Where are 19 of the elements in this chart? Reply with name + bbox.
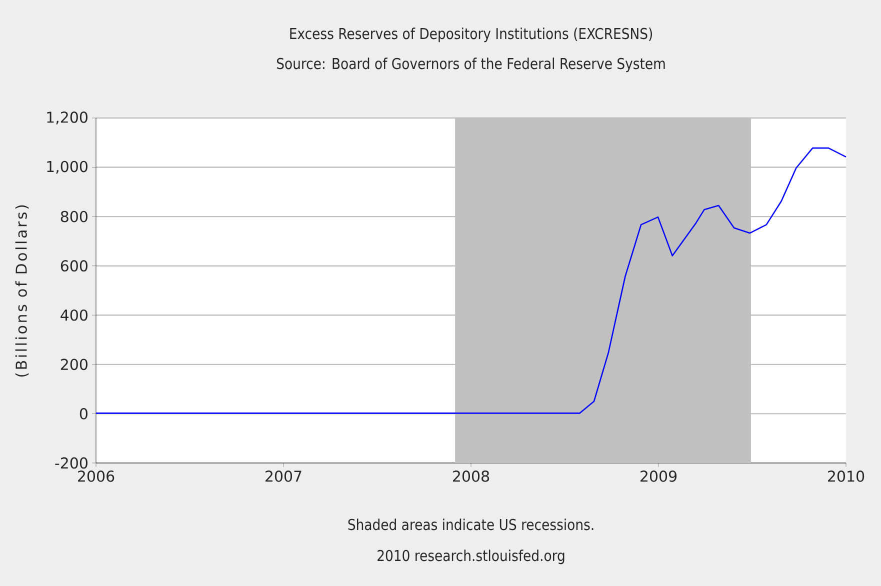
chart-title: Excess Reserves of Depository Institutions (EXCRESNS)	[290, 28, 652, 42]
x-tick-label: 2008	[453, 470, 490, 482]
line-series	[95, 147, 847, 414]
y-tick-label: 400	[60, 309, 88, 321]
text: Shaded areas indicate US recessions.	[348, 518, 594, 530]
x-tick-label: 2009	[640, 470, 677, 482]
x-tick-label: 2007	[266, 470, 302, 482]
chart-subtitle: Source: Board of Governors of the Federal Reserve System	[276, 58, 665, 72]
x-tick-label: 2010	[828, 470, 864, 482]
y-tick-label: 1,000	[47, 160, 88, 174]
y-tick-label: 1,200	[47, 112, 88, 124]
x-tick-label: 2006	[78, 470, 114, 482]
y-tick-label: 600	[60, 260, 88, 272]
y-tick-label: -200	[55, 457, 88, 469]
y-axis-title: (Billions of Dollars)	[15, 205, 29, 377]
text: 2010 research.stlouisfed.org	[378, 550, 564, 564]
y-tick-label: 0	[80, 408, 88, 420]
y-tick-label: 800	[60, 210, 88, 222]
y-tick-label: 200	[60, 358, 88, 370]
